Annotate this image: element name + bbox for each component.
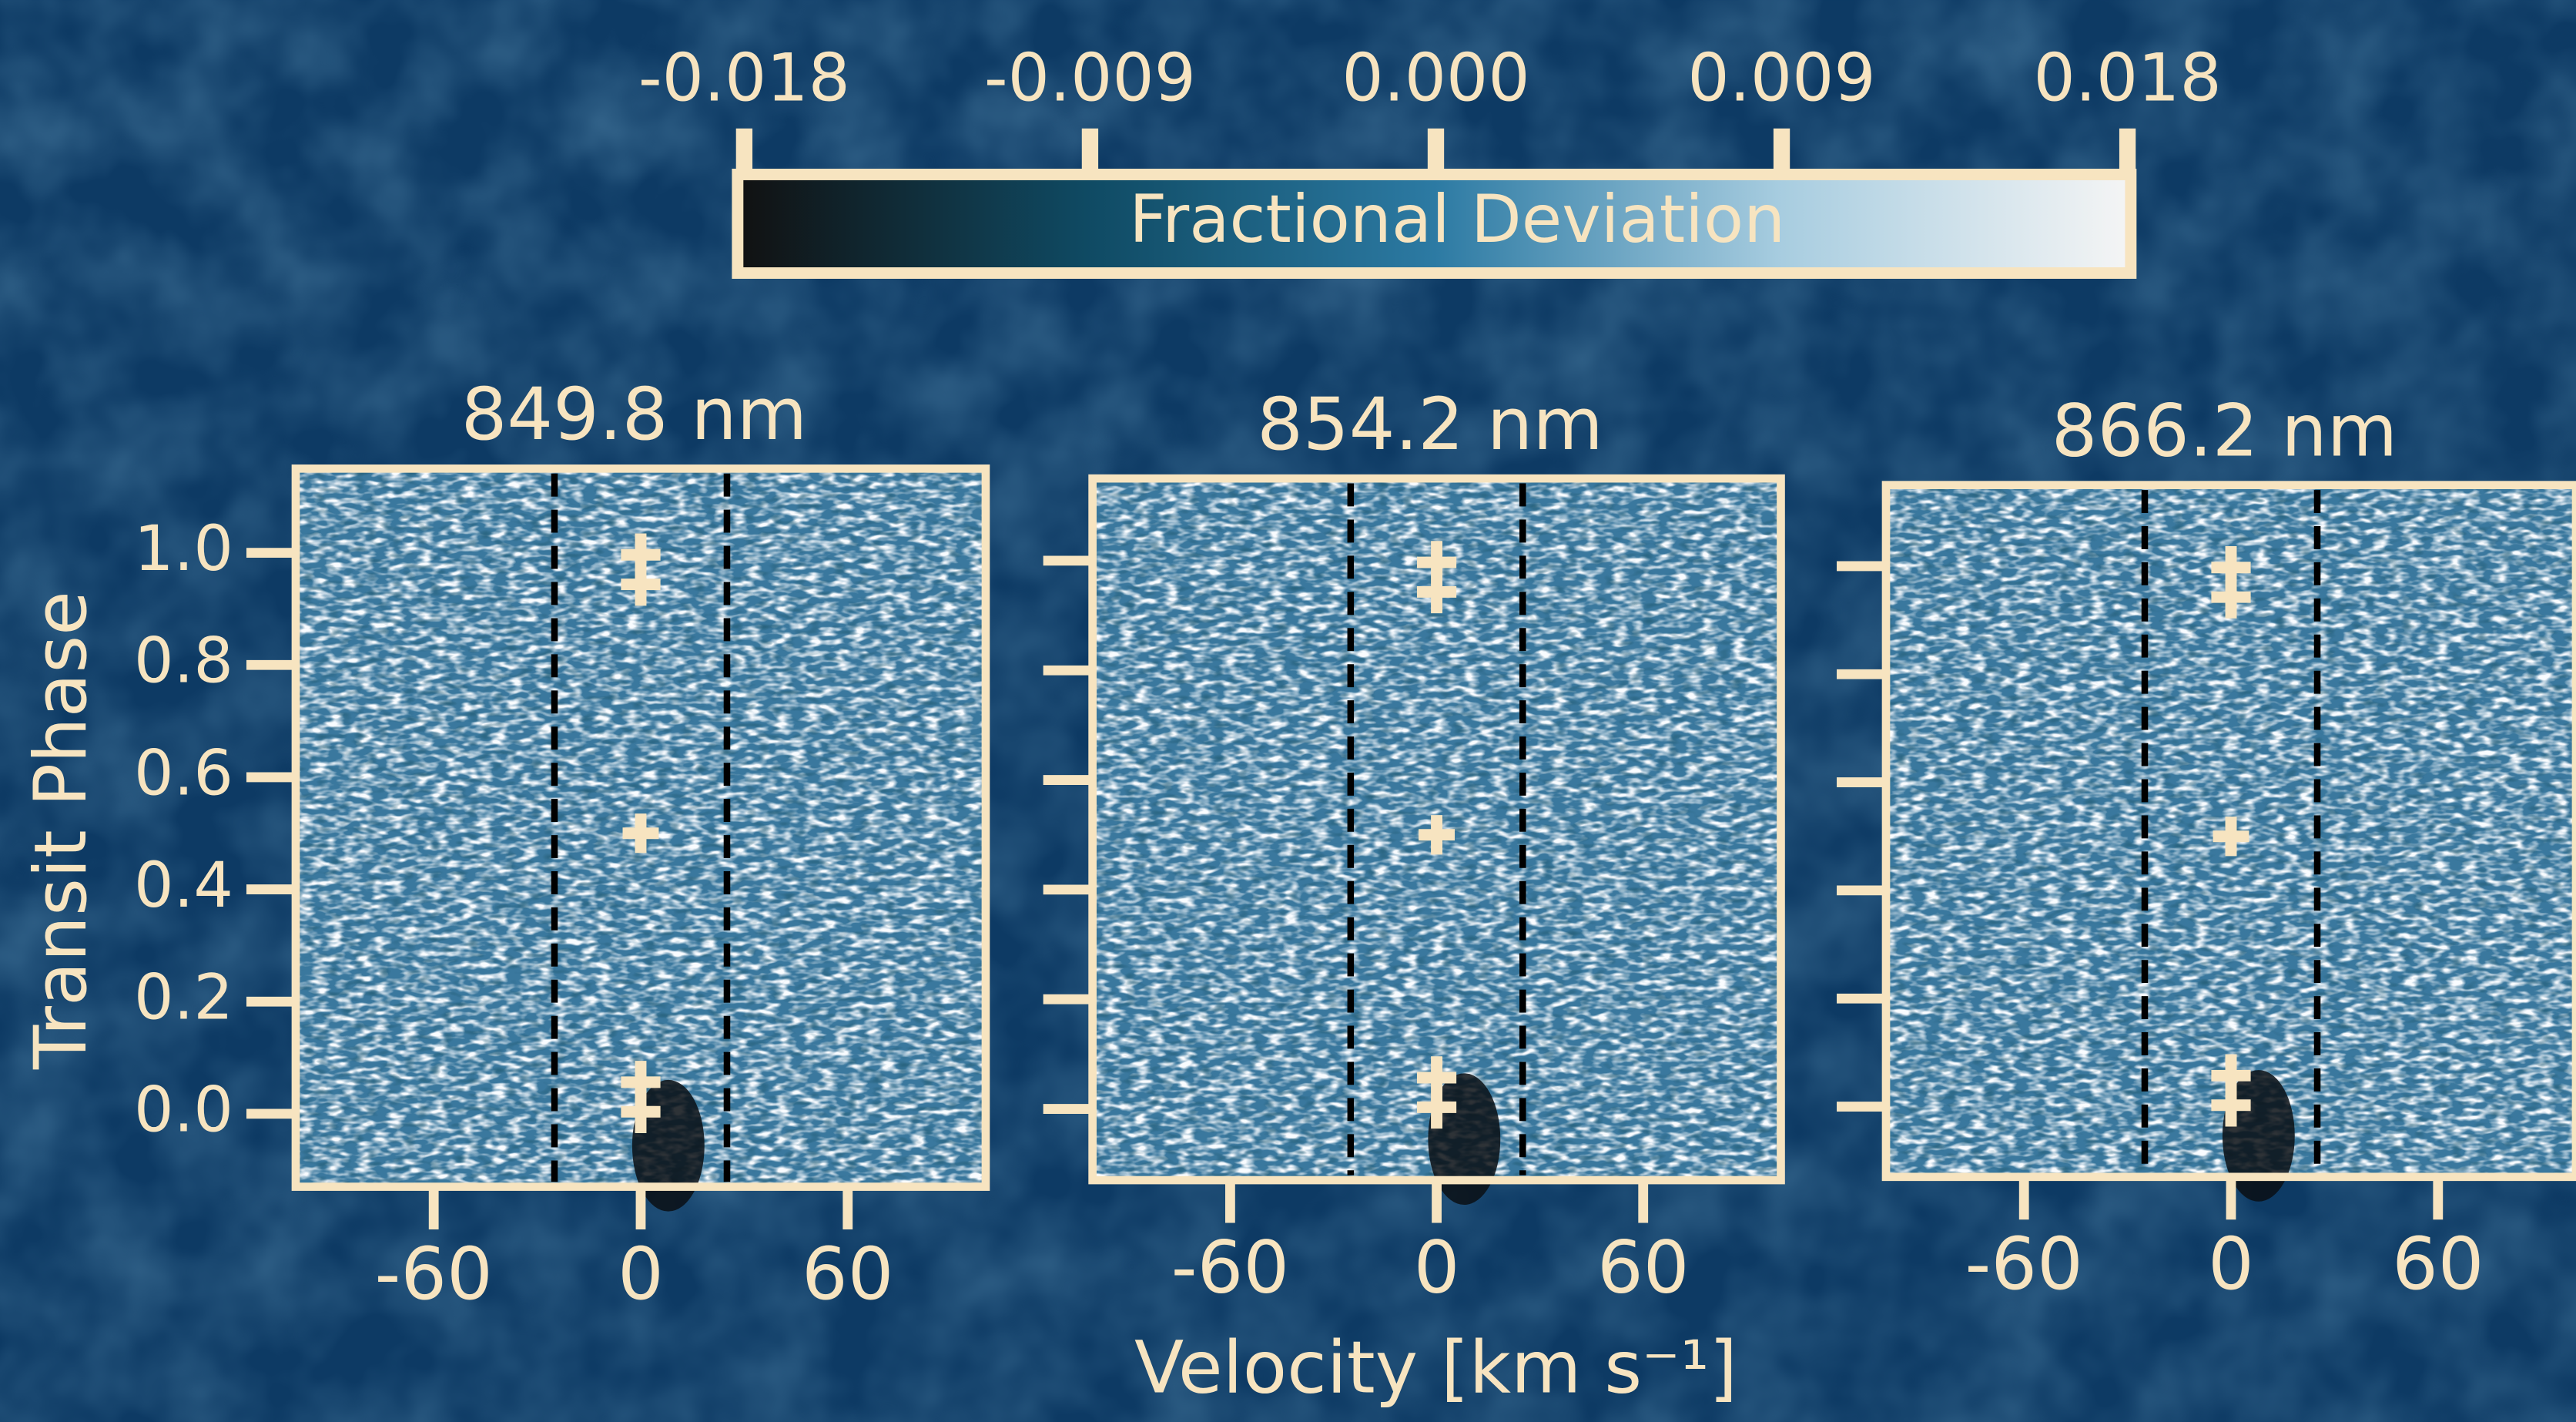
y-tick-label: 0.6: [134, 737, 233, 810]
colorbar-tick-label: 0.000: [1342, 40, 1529, 116]
x-tick-label: -60: [375, 1233, 493, 1316]
y-tick-label: 0.0: [134, 1074, 233, 1146]
y-tick-label: 0.8: [134, 625, 233, 698]
figure: Fractional Deviation Transit Phase Veloc…: [0, 0, 2576, 1422]
x-tick-label: 60: [2392, 1222, 2484, 1306]
x-tick-label: 0: [618, 1233, 664, 1316]
y-tick-label: 1.0: [134, 513, 233, 585]
x-axis-label: Velocity [km s⁻¹]: [1134, 1326, 1737, 1410]
colorbar-tick-label: -0.018: [638, 40, 850, 116]
colorbar-label: Fractional Deviation: [1129, 182, 1785, 258]
x-tick-label: 60: [1597, 1226, 1689, 1310]
panel-title: 866.2 nm: [2052, 390, 2397, 474]
y-tick-label: 0.2: [134, 962, 233, 1035]
page: {"chart_data": { "type": "heatmap", "col…: [0, 0, 2576, 1422]
panel-title: 854.2 nm: [1257, 383, 1603, 467]
x-tick-label: 60: [802, 1233, 893, 1316]
colorbar-tick-label: 0.018: [2033, 40, 2221, 116]
x-tick-label: -60: [1965, 1222, 2083, 1306]
x-tick-label: -60: [1171, 1226, 1289, 1310]
x-tick-label: 0: [1414, 1226, 1460, 1310]
x-tick-label: 0: [2208, 1222, 2254, 1306]
panel-title: 849.8 nm: [461, 373, 807, 457]
y-axis-label: Transit Phase: [19, 591, 103, 1070]
colorbar-tick-label: -0.009: [984, 40, 1196, 116]
colorbar-tick-label: 0.009: [1687, 40, 1875, 116]
y-tick-label: 0.4: [134, 850, 233, 922]
